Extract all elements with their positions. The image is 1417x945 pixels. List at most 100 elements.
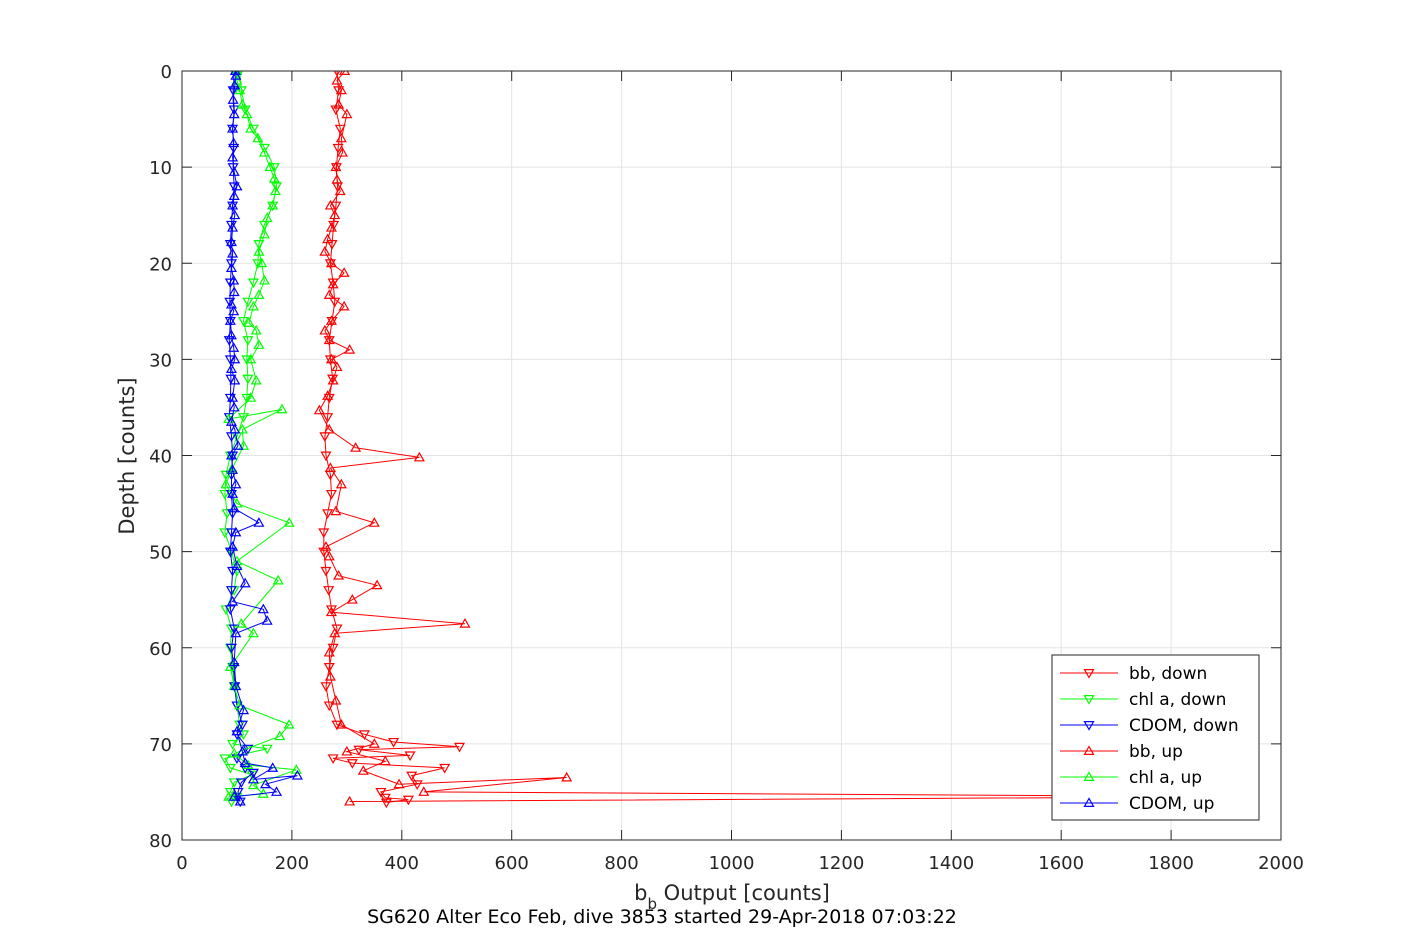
data-point	[418, 786, 430, 796]
data-point	[346, 593, 358, 604]
data-point	[379, 793, 391, 804]
x-tick-label: 1200	[818, 853, 864, 874]
data-point	[247, 278, 259, 289]
data-point	[227, 595, 239, 606]
series-layer	[219, 71, 1254, 809]
x-tick-label: 1000	[709, 853, 755, 874]
data-point	[224, 278, 236, 289]
data-point	[325, 489, 337, 500]
data-point	[225, 528, 237, 539]
data-point	[228, 791, 240, 801]
data-point	[241, 355, 253, 366]
data-point	[228, 662, 240, 673]
data-point	[339, 71, 351, 75]
data-point	[230, 71, 242, 80]
data-point	[224, 661, 236, 671]
data-point	[283, 718, 295, 729]
legend-swatch-marker	[1083, 745, 1095, 755]
data-point	[228, 342, 240, 352]
data-point	[324, 670, 336, 681]
data-point	[228, 401, 240, 412]
data-point	[274, 730, 286, 741]
data-point	[231, 560, 243, 571]
data-point	[253, 289, 265, 299]
data-point	[247, 627, 259, 638]
data-point	[320, 566, 332, 577]
data-point	[335, 718, 347, 729]
data-point	[236, 98, 248, 109]
data-point	[388, 737, 400, 748]
data-point	[227, 392, 239, 402]
data-point	[324, 199, 336, 210]
legend-swatch-marker	[1083, 771, 1095, 781]
data-point	[368, 517, 380, 527]
data-point	[230, 478, 242, 489]
data-point	[261, 615, 273, 625]
y-tick-label: 40	[149, 447, 172, 468]
data-point	[235, 778, 247, 789]
data-point	[228, 137, 240, 148]
data-point	[239, 757, 251, 768]
data-point	[270, 182, 283, 193]
data-point	[225, 449, 237, 460]
legend-label: CDOM, up	[1129, 794, 1214, 814]
data-point	[318, 528, 330, 539]
data-point	[331, 173, 343, 184]
data-point	[225, 586, 237, 596]
series-bb-up	[313, 71, 1254, 806]
data-point	[227, 86, 239, 96]
data-point	[235, 86, 247, 96]
data-point	[227, 739, 239, 750]
data-point	[261, 744, 273, 755]
data-point	[241, 108, 253, 119]
data-point	[338, 300, 350, 311]
data-point	[221, 509, 233, 519]
data-point	[330, 161, 342, 172]
data-point	[375, 787, 387, 798]
data-point	[326, 240, 338, 250]
data-point	[268, 172, 280, 183]
data-point	[330, 694, 342, 705]
y-tick-label: 10	[149, 158, 172, 179]
y-axis: 0 10 20 30 40 50 60 70 80	[149, 62, 1281, 852]
data-point	[228, 108, 240, 119]
data-point	[358, 730, 370, 740]
data-point	[323, 701, 335, 712]
data-point	[231, 497, 243, 508]
data-point	[225, 416, 237, 426]
data-point	[258, 228, 270, 239]
data-point	[341, 108, 353, 119]
data-point	[336, 146, 348, 157]
data-point	[327, 374, 339, 385]
data-point	[413, 451, 425, 462]
data-point	[234, 795, 246, 806]
data-point	[322, 233, 334, 244]
y-tick-label: 60	[149, 639, 172, 660]
data-point	[272, 574, 284, 585]
data-point	[236, 71, 243, 77]
legend-swatch-marker	[1083, 695, 1095, 705]
data-point	[250, 374, 262, 385]
x-tick-label: 800	[604, 853, 638, 874]
data-point	[561, 771, 573, 782]
data-point	[320, 682, 332, 692]
data-point	[257, 603, 269, 614]
legend-item: CDOM, down	[1060, 716, 1239, 736]
data-point	[258, 146, 270, 157]
data-point	[332, 143, 344, 154]
data-point	[219, 754, 231, 765]
data-point	[232, 440, 244, 450]
data-point	[238, 316, 250, 327]
data-point	[267, 199, 279, 210]
data-point	[227, 151, 239, 162]
data-point	[341, 745, 353, 756]
legend-box	[1051, 654, 1260, 821]
data-point	[325, 221, 337, 232]
data-point	[227, 509, 239, 519]
y-tick-label: 70	[149, 735, 172, 756]
data-point	[322, 413, 334, 423]
data-point	[256, 257, 268, 268]
legend-item: CDOM, up	[1060, 794, 1214, 814]
data-point	[357, 765, 369, 775]
data-point	[331, 74, 343, 85]
